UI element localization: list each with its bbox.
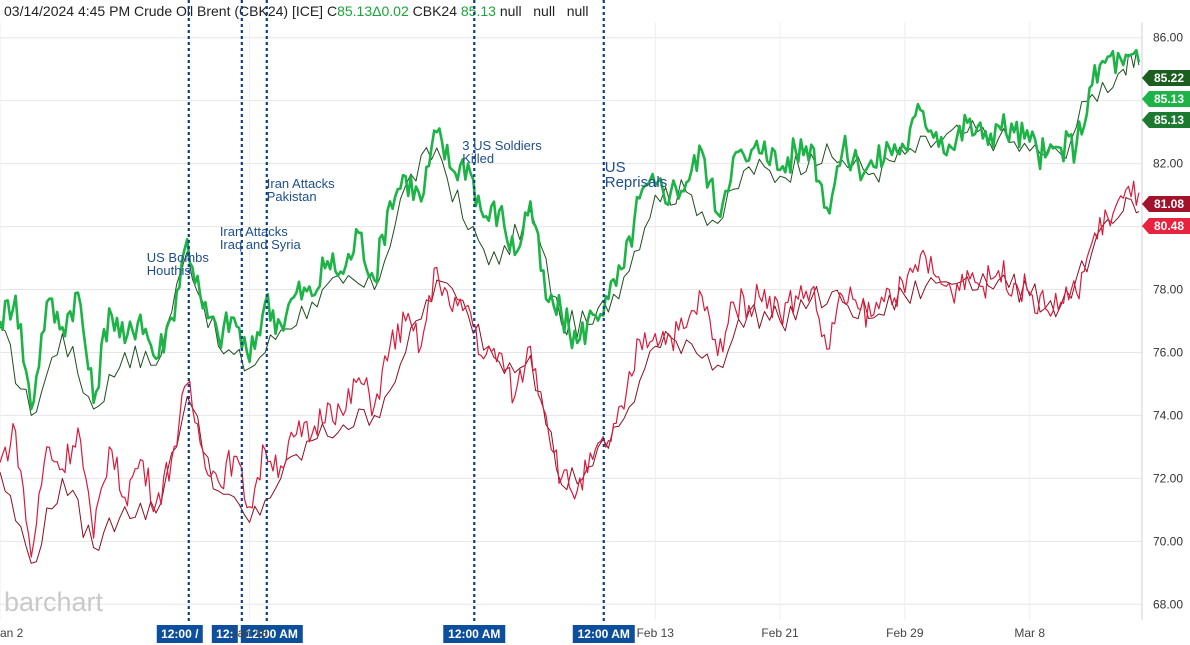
price-tag xyxy=(1142,218,1190,234)
price-tag xyxy=(1142,196,1190,212)
header-symbol: CBK24 xyxy=(412,3,457,19)
price-tag-label: 85.22 xyxy=(1154,71,1184,85)
grid xyxy=(0,22,1143,620)
event-annotation: 3 US Soldiers xyxy=(462,138,542,153)
event-annotation: Pakistan xyxy=(267,189,317,204)
header-name: Crude Oil Brent (CBK24) [ICE] xyxy=(134,3,324,19)
price-tag-label: 85.13 xyxy=(1154,113,1184,127)
event-annotation: Killed xyxy=(462,151,494,166)
event-annotation: Iran Attacks xyxy=(267,176,335,191)
series-line-upper-close xyxy=(0,48,1141,411)
y-tick-label: 82.00 xyxy=(1153,157,1183,171)
event-date-tag xyxy=(211,625,238,643)
y-tick-label: 70.00 xyxy=(1153,534,1183,548)
event-annotation: Reprisals xyxy=(605,174,668,191)
header-close-prefix: C xyxy=(326,3,338,19)
y-tick-label: 78.00 xyxy=(1153,283,1183,297)
header-change: Δ0.02 xyxy=(372,3,409,19)
y-tick-label: 86.00 xyxy=(1153,31,1183,45)
event-date-tag xyxy=(572,625,635,643)
price-tag xyxy=(1142,70,1190,86)
x-tick-label: an 2 xyxy=(0,626,24,640)
price-tag-label: 80.48 xyxy=(1154,219,1184,233)
event-date-tag xyxy=(443,625,506,643)
series-lines xyxy=(0,48,1141,564)
price-tag-label: 81.08 xyxy=(1154,197,1184,211)
x-tick-label: Feb 13 xyxy=(637,626,675,640)
event-annotation: Iran Attacks xyxy=(220,224,288,239)
y-tick-label: 72.00 xyxy=(1153,471,1183,485)
event-annotation: Houthis xyxy=(147,263,192,278)
x-tick-label: Feb 29 xyxy=(886,626,924,640)
header-date: 03/14/2024 xyxy=(4,3,75,19)
price-tag xyxy=(1142,112,1190,128)
header-nulls: null null null xyxy=(499,3,589,19)
event-date-tag-label: 12:00 / xyxy=(161,627,199,641)
event-date-tag-label: 12:00 AM xyxy=(246,627,298,641)
header-time: 4:45 PM xyxy=(77,3,131,19)
event-date-tag xyxy=(240,625,303,643)
event-date-tag-label: 12: xyxy=(216,627,233,641)
y-tick-label: 74.00 xyxy=(1153,408,1183,422)
event-annotation: US Bombs xyxy=(147,250,210,265)
x-tick-label: Feb 21 xyxy=(761,626,799,640)
price-tags: 85.22 85.13 85.13 81.08 80.48 xyxy=(1142,70,1190,234)
x-tick-label: Mar 8 xyxy=(1014,626,1045,640)
header-close: 85.13 xyxy=(337,3,373,19)
series-line-lower-close xyxy=(0,180,1140,558)
x-tick-label: Jan 18 xyxy=(232,626,268,640)
event-date-tag-label: 12:00 AM xyxy=(578,627,630,641)
price-tag xyxy=(1142,91,1190,107)
event-annotation: Iraq and Syria xyxy=(220,237,302,252)
event-annotation: US xyxy=(605,159,626,176)
y-tick-label: 68.00 xyxy=(1153,597,1183,611)
logo-text: barchart xyxy=(4,587,104,617)
price-tag-label: 85.13 xyxy=(1154,92,1184,106)
event-date-tag-label: 12:00 AM xyxy=(448,627,500,641)
barchart-logo: barchart xyxy=(4,587,104,617)
x-axis: an 2 Jan 18 Feb 13 Feb 21 Feb 29 Mar 8 xyxy=(0,626,1045,640)
event-date-tag xyxy=(156,625,203,643)
header-symbol-value: 85.13 xyxy=(460,3,496,19)
y-tick-label: 76.00 xyxy=(1153,345,1183,359)
chart-header: 03/14/2024 4:45 PM Crude Oil Brent (CBK2… xyxy=(4,3,589,19)
series-line-upper-shadow xyxy=(0,51,1140,416)
